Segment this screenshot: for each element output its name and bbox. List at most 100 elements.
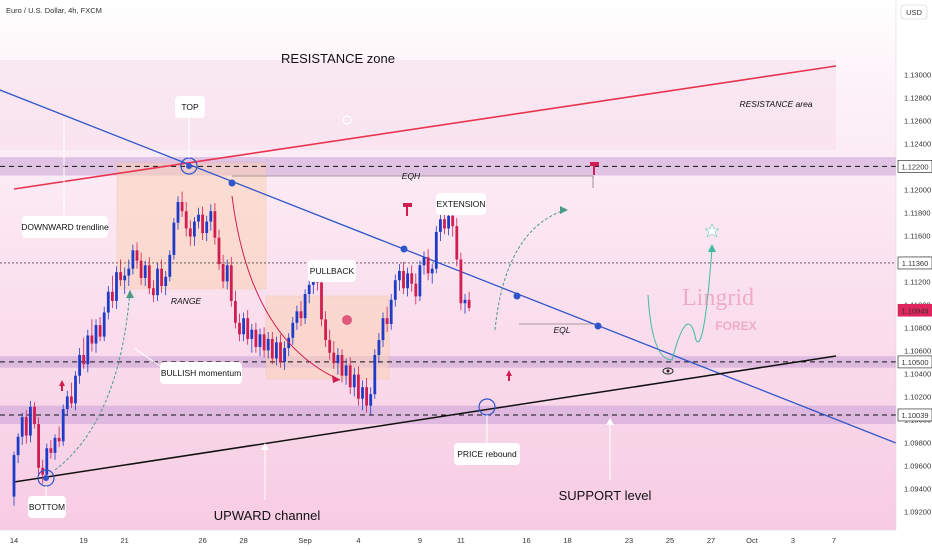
x-tick-label: 18 [563, 536, 571, 545]
candle [102, 306, 106, 342]
candle [340, 349, 344, 383]
eql-dot [594, 322, 602, 330]
price-label-bg [897, 355, 932, 369]
candle [434, 226, 438, 274]
candle-body [377, 340, 381, 356]
candle-body [258, 334, 262, 347]
price-label-bg [897, 160, 932, 173]
candle [193, 216, 196, 246]
candle-body [74, 375, 77, 404]
watermark-lingrid: Lingrid [682, 285, 754, 311]
rocket-icon [59, 380, 65, 391]
candle [184, 201, 188, 237]
bottom-dot [43, 475, 49, 481]
resistance-trendline [13, 65, 837, 190]
candle [414, 273, 418, 305]
price-label: 1.11360 [897, 256, 932, 270]
candle [78, 348, 81, 384]
candle [447, 211, 450, 236]
candle-body [49, 448, 53, 453]
candle-body [193, 221, 196, 237]
price-rebound-label-box: PRICE rebound [454, 443, 520, 465]
candle [402, 261, 405, 295]
candle-body [143, 265, 147, 278]
pullback-arc [231, 195, 341, 381]
top-dot [186, 163, 192, 169]
candle [246, 310, 250, 345]
currency-badge[interactable]: USD [900, 4, 928, 20]
candle-body [180, 201, 184, 212]
candle-body [291, 322, 295, 338]
candle [361, 380, 364, 411]
candle-body [160, 268, 163, 286]
candle [270, 332, 274, 365]
hammer-icon [403, 203, 412, 216]
y-tick-label: 1.11800 [904, 208, 931, 217]
extension-label: EXTENSION [436, 199, 485, 209]
channel-pointer-arrowhead [261, 443, 269, 450]
candle-body [381, 318, 385, 341]
y-tick-label: 1.12000 [904, 185, 931, 194]
resistance-zone-label: RESISTANCE zone [281, 51, 395, 66]
candle [430, 264, 434, 284]
candle-body [156, 268, 159, 296]
eye-icon [662, 367, 674, 375]
x-tick-label: 19 [80, 536, 88, 545]
candle [201, 206, 204, 240]
candle [275, 336, 278, 366]
candle-body [332, 352, 336, 364]
candle-body [406, 273, 409, 289]
price-label-text: 1.10949 [901, 306, 928, 315]
candle-body [414, 283, 418, 297]
momentum-dot [513, 292, 521, 300]
candle [168, 250, 172, 282]
candle [82, 337, 86, 369]
candle [94, 319, 98, 353]
candle-body [348, 365, 352, 388]
candle-body [98, 325, 102, 337]
x-tick-label: 26 [198, 536, 206, 545]
pullback-box [265, 295, 390, 380]
candle-body [357, 374, 360, 399]
bottom-label: BOTTOM [29, 502, 65, 512]
candle [123, 267, 127, 295]
x-tick-label: 3 [791, 536, 795, 545]
candle-body [111, 291, 114, 301]
price-label: 1.10500 [897, 355, 932, 369]
candle-body [266, 338, 270, 351]
y-tick-label: 1.10200 [904, 392, 931, 401]
downward-trendline-label-box: DOWNWARD trendline [21, 216, 109, 238]
candle [29, 401, 32, 443]
candle [180, 191, 184, 217]
y-tick-label: 1.12400 [904, 139, 931, 148]
candle [348, 357, 352, 395]
candle [74, 371, 77, 411]
y-tick-label: 1.09600 [904, 461, 931, 470]
candle [279, 334, 282, 368]
candle [164, 271, 168, 296]
candle [57, 426, 61, 448]
candle-body [459, 259, 463, 304]
y-tick-label: 1.09400 [904, 484, 931, 493]
candle-body [168, 254, 172, 277]
candle-body [65, 396, 69, 410]
y-tick-label: 1.09200 [904, 507, 931, 516]
candle-body [361, 387, 364, 399]
star-icon [704, 223, 720, 238]
range-box [116, 162, 267, 290]
candle [119, 259, 122, 286]
candle-body [352, 374, 356, 388]
candle-body [254, 329, 258, 347]
candle [344, 358, 348, 385]
x-tick-label: 9 [418, 536, 422, 545]
candle-body [29, 406, 32, 436]
candle-body [447, 215, 450, 229]
candle [320, 277, 323, 327]
candle-body [373, 355, 377, 395]
candle [262, 327, 266, 358]
candle [295, 305, 299, 330]
chart-title: Euro / U.S. Dollar, 4h, FXCM [6, 6, 102, 15]
candle [467, 291, 471, 312]
candle-body [402, 271, 405, 289]
extension-arc [494, 209, 566, 331]
